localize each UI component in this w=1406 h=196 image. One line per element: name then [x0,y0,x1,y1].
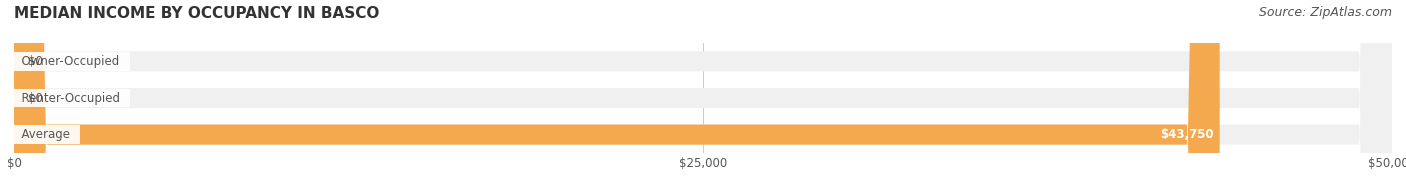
Text: $0: $0 [28,92,42,104]
Text: $0: $0 [28,55,42,68]
Text: Owner-Occupied: Owner-Occupied [14,55,127,68]
FancyBboxPatch shape [14,0,1392,196]
FancyBboxPatch shape [14,0,1220,196]
Text: $43,750: $43,750 [1160,128,1215,141]
Text: MEDIAN INCOME BY OCCUPANCY IN BASCO: MEDIAN INCOME BY OCCUPANCY IN BASCO [14,6,380,21]
Text: Source: ZipAtlas.com: Source: ZipAtlas.com [1258,6,1392,19]
Text: Renter-Occupied: Renter-Occupied [14,92,128,104]
FancyBboxPatch shape [14,0,1392,196]
FancyBboxPatch shape [14,0,1392,196]
Text: Average: Average [14,128,77,141]
